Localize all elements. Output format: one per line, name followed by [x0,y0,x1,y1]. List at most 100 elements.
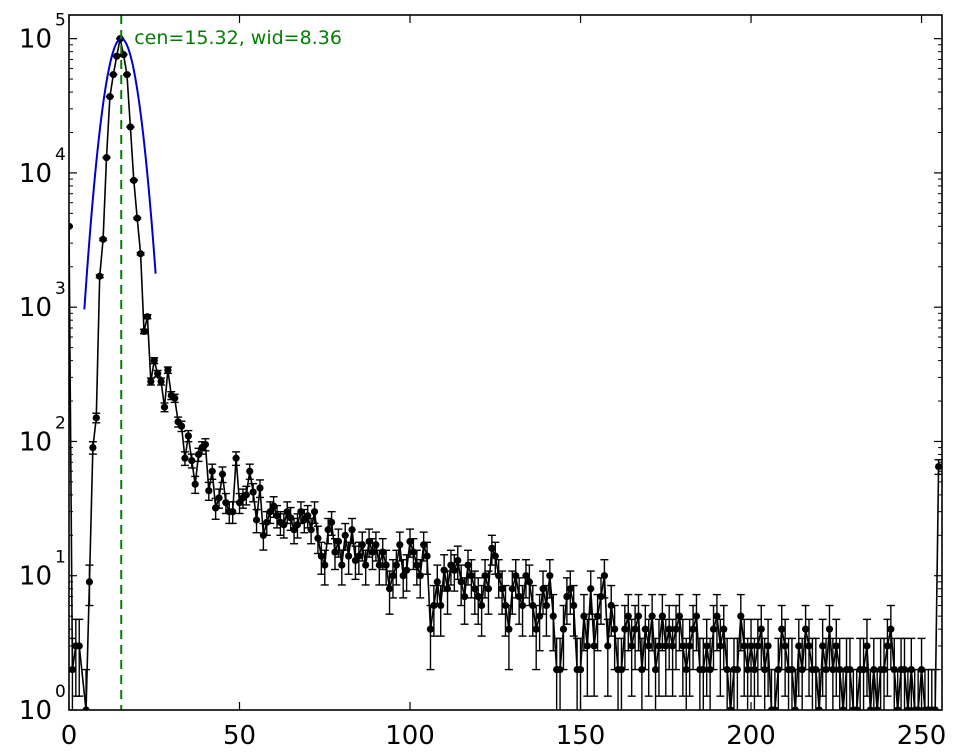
data-point [471,585,479,593]
data-point [338,561,346,569]
data-point [137,250,145,258]
data-point [894,706,902,710]
data-point [570,601,578,610]
data-point [222,499,230,507]
data-point [662,642,670,650]
data-point [593,612,602,620]
data-point [628,642,636,650]
data-point [931,706,939,710]
data-point [426,625,435,633]
data-point [505,625,513,633]
data-point [611,625,619,633]
data-point [798,665,806,674]
data-point [229,508,237,516]
data-point [157,377,165,386]
data-series [69,35,942,710]
data-point [310,508,319,516]
data-point [443,585,452,593]
data-point [873,706,881,710]
data-point [249,488,257,496]
y-tick-label-base: 10 [19,159,52,189]
data-point [805,642,813,650]
x-tick-label: 200 [726,721,776,751]
data-point [409,548,418,556]
data-point [457,578,465,586]
data-point [92,414,100,422]
data-point [355,552,363,560]
data-point [716,642,724,650]
data-point [368,548,377,556]
data-point [621,625,629,633]
data-point [304,512,312,520]
data-point [887,625,895,633]
data-point [754,642,762,650]
data-point [655,642,663,650]
data-point [914,706,922,710]
data-point [420,541,428,549]
data-point [273,512,281,520]
y-tick-label-base: 10 [19,427,52,457]
data-point [870,665,878,674]
y-tick-label-base: 10 [19,293,52,323]
data-point [365,537,373,546]
data-point [454,556,462,565]
data-point [699,665,707,674]
data-point [839,706,847,710]
data-point [522,572,530,580]
axes-frame [68,14,943,711]
data-point [859,665,868,674]
data-point [832,642,840,650]
data-point [212,504,220,512]
data-point [638,665,646,674]
data-point [283,508,291,516]
data-point [529,601,537,610]
data-point [464,561,472,569]
data-point [556,665,564,674]
data-point [488,544,496,552]
annotation-layer: cen=15.32, wid=8.36 [120,15,342,710]
data-point [641,625,649,633]
data-point [232,454,240,462]
data-point [866,706,874,710]
data-point [143,313,152,321]
y-tick-label-base: 10 [19,696,52,726]
data-point [672,625,680,633]
data-point [634,612,643,620]
x-tick-label: 0 [61,721,78,751]
data-point [682,665,690,674]
data-point [341,531,349,539]
data-point [423,552,431,560]
data-point [934,462,942,471]
data-point [130,176,138,184]
data-point [883,642,892,650]
data-point [263,518,271,526]
data-point [96,272,104,280]
data-point [474,592,482,601]
data-point [208,467,216,475]
data-point [679,642,687,650]
x-tick-label: 250 [897,721,947,751]
data-point [900,665,909,674]
data-point [880,665,888,674]
data-point [890,665,898,674]
data-point [385,585,394,593]
data-point [491,552,499,560]
data-point [587,585,595,593]
data-point [140,327,148,336]
data-point [184,432,192,440]
axis-ticks [68,15,942,711]
data-point [246,467,254,475]
data-point [218,470,227,478]
y-tick-label-exponent: 4 [55,145,66,165]
data-point [600,572,608,580]
data-point [392,561,400,569]
data-point [201,440,210,449]
data-point [737,612,745,620]
data-point [437,601,445,610]
data-point [668,642,677,650]
data-point [379,548,387,556]
data-point [331,548,339,556]
data-point [160,403,169,411]
data-point [747,642,755,650]
data-point [478,601,486,610]
